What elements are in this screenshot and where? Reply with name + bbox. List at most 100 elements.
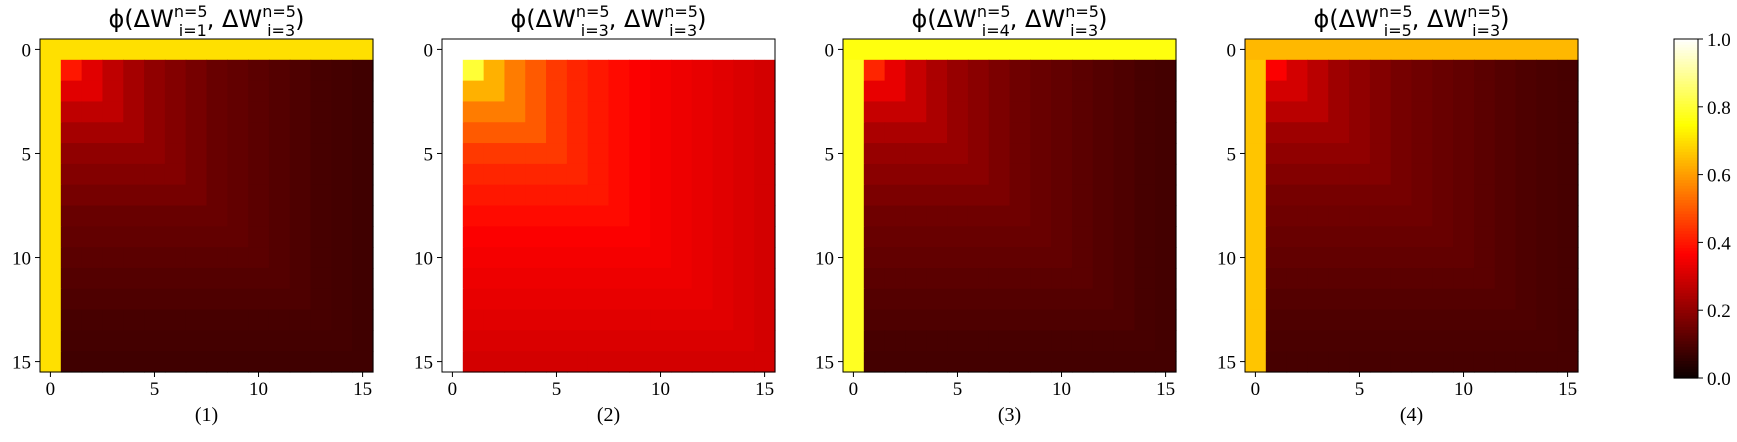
heatmap-cell bbox=[1369, 205, 1392, 227]
heatmap-cell bbox=[1557, 267, 1579, 290]
heatmap-cell bbox=[608, 309, 630, 331]
heatmap-cell bbox=[1494, 226, 1517, 248]
heatmap-cell bbox=[442, 59, 464, 82]
heatmap-cell bbox=[144, 205, 166, 227]
heatmap-cell bbox=[1030, 122, 1052, 144]
heatmap-cell bbox=[289, 351, 312, 373]
heatmap-cell bbox=[1286, 267, 1309, 290]
heatmap-cell bbox=[546, 267, 568, 290]
heatmap-cell bbox=[483, 143, 506, 165]
heatmap-cell bbox=[1411, 184, 1433, 207]
heatmap-cell bbox=[1494, 39, 1517, 61]
heatmap-cell bbox=[1307, 267, 1329, 290]
heatmap-cell bbox=[123, 80, 145, 103]
heatmap-cell bbox=[754, 288, 776, 311]
heatmap-cell bbox=[352, 247, 374, 269]
heatmap-cell bbox=[1515, 288, 1537, 311]
heatmap-cell bbox=[587, 247, 610, 269]
heatmap-cell bbox=[164, 288, 187, 311]
colorbar-segment bbox=[1674, 160, 1698, 164]
colorbar-segment bbox=[1674, 329, 1698, 334]
heatmap-cell bbox=[733, 205, 755, 227]
heatmap-cell bbox=[248, 101, 270, 123]
heatmap-cell bbox=[1155, 122, 1177, 144]
heatmap-cell bbox=[754, 351, 776, 373]
heatmap-cell bbox=[1411, 247, 1433, 269]
heatmap-cell bbox=[1432, 330, 1454, 352]
heatmap-cell bbox=[1473, 143, 1496, 165]
heatmap-cell bbox=[754, 143, 776, 165]
heatmap-cell bbox=[1009, 80, 1031, 103]
panel-caption: (2) bbox=[597, 404, 620, 426]
heatmap-cell bbox=[60, 39, 83, 61]
heatmap-cell bbox=[947, 143, 969, 165]
y-tick-label: 5 bbox=[825, 144, 835, 165]
heatmap-cell bbox=[40, 184, 62, 207]
heatmap-cell bbox=[1328, 59, 1350, 82]
heatmap-cell bbox=[988, 309, 1011, 331]
panel-title: ϕ(ΔWn=5 i=5, ΔWn=5 i=3) bbox=[1313, 2, 1509, 40]
heatmap-cell bbox=[1473, 309, 1496, 331]
heatmap-cell bbox=[289, 247, 312, 269]
heatmap-cell bbox=[1071, 184, 1094, 207]
heatmap-cell bbox=[650, 59, 672, 82]
heatmap-cell bbox=[1155, 59, 1177, 82]
heatmap-cell bbox=[1113, 267, 1135, 290]
heatmap-cell bbox=[1071, 351, 1094, 373]
colorbar-segment bbox=[1674, 55, 1698, 60]
heatmap-cell bbox=[712, 143, 734, 165]
heatmap-cell bbox=[144, 309, 166, 331]
x-tick-label: 15 bbox=[1558, 379, 1577, 400]
heatmap-cell bbox=[712, 205, 734, 227]
heatmap-cell bbox=[1030, 288, 1052, 311]
heatmap-cell bbox=[310, 247, 332, 269]
x-tick-label: 15 bbox=[755, 379, 774, 400]
heatmap-cell bbox=[608, 163, 630, 186]
heatmap-cell bbox=[1328, 122, 1350, 144]
heatmap-cell bbox=[123, 205, 145, 227]
heatmap-cell bbox=[102, 267, 124, 290]
heatmap-cell bbox=[1349, 288, 1371, 311]
y-tick-label: 15 bbox=[414, 353, 433, 374]
heatmap-cell bbox=[1113, 205, 1135, 227]
heatmap-cell bbox=[504, 80, 526, 103]
heatmap-cell bbox=[1432, 80, 1454, 103]
heatmap-cell bbox=[1071, 39, 1094, 61]
heatmap-cell bbox=[967, 122, 990, 144]
y-tick-label: 10 bbox=[414, 249, 433, 270]
heatmap-cell bbox=[926, 184, 948, 207]
heatmap-cell bbox=[1155, 247, 1177, 269]
heatmap-cell bbox=[1557, 288, 1579, 311]
heatmap-cell bbox=[1411, 80, 1433, 103]
heatmap-cell bbox=[352, 39, 374, 61]
heatmap-cell bbox=[1051, 205, 1073, 227]
heatmap-cell bbox=[331, 226, 353, 248]
heatmap-cell bbox=[967, 205, 990, 227]
colorbar-segment bbox=[1674, 369, 1698, 373]
heatmap-cell bbox=[1494, 143, 1517, 165]
colorbar-segment bbox=[1674, 245, 1698, 249]
heatmap-cell bbox=[164, 247, 187, 269]
heatmap-cell bbox=[967, 351, 990, 373]
heatmap-cell bbox=[1113, 163, 1135, 186]
heatmap-cell bbox=[1155, 288, 1177, 311]
heatmap-cell bbox=[442, 247, 464, 269]
heatmap-cell bbox=[123, 288, 145, 311]
heatmap-cell bbox=[144, 59, 166, 82]
heatmap-cell bbox=[1494, 247, 1517, 269]
heatmap-cell bbox=[566, 39, 589, 61]
heatmap-cell bbox=[102, 122, 124, 144]
heatmap-cell bbox=[1265, 122, 1288, 144]
heatmap-cell bbox=[1092, 122, 1115, 144]
heatmap-cell bbox=[1155, 330, 1177, 352]
heatmap-cell bbox=[102, 163, 124, 186]
heatmap-cell bbox=[1009, 59, 1031, 82]
colorbar-segment bbox=[1674, 129, 1698, 133]
plot-frame bbox=[1244, 38, 1579, 373]
heatmap-cell bbox=[206, 351, 228, 373]
heatmap-cell bbox=[60, 59, 83, 82]
heatmap-cell bbox=[206, 205, 228, 227]
heatmap-cell bbox=[1092, 351, 1115, 373]
colorbar-segment bbox=[1674, 358, 1698, 362]
